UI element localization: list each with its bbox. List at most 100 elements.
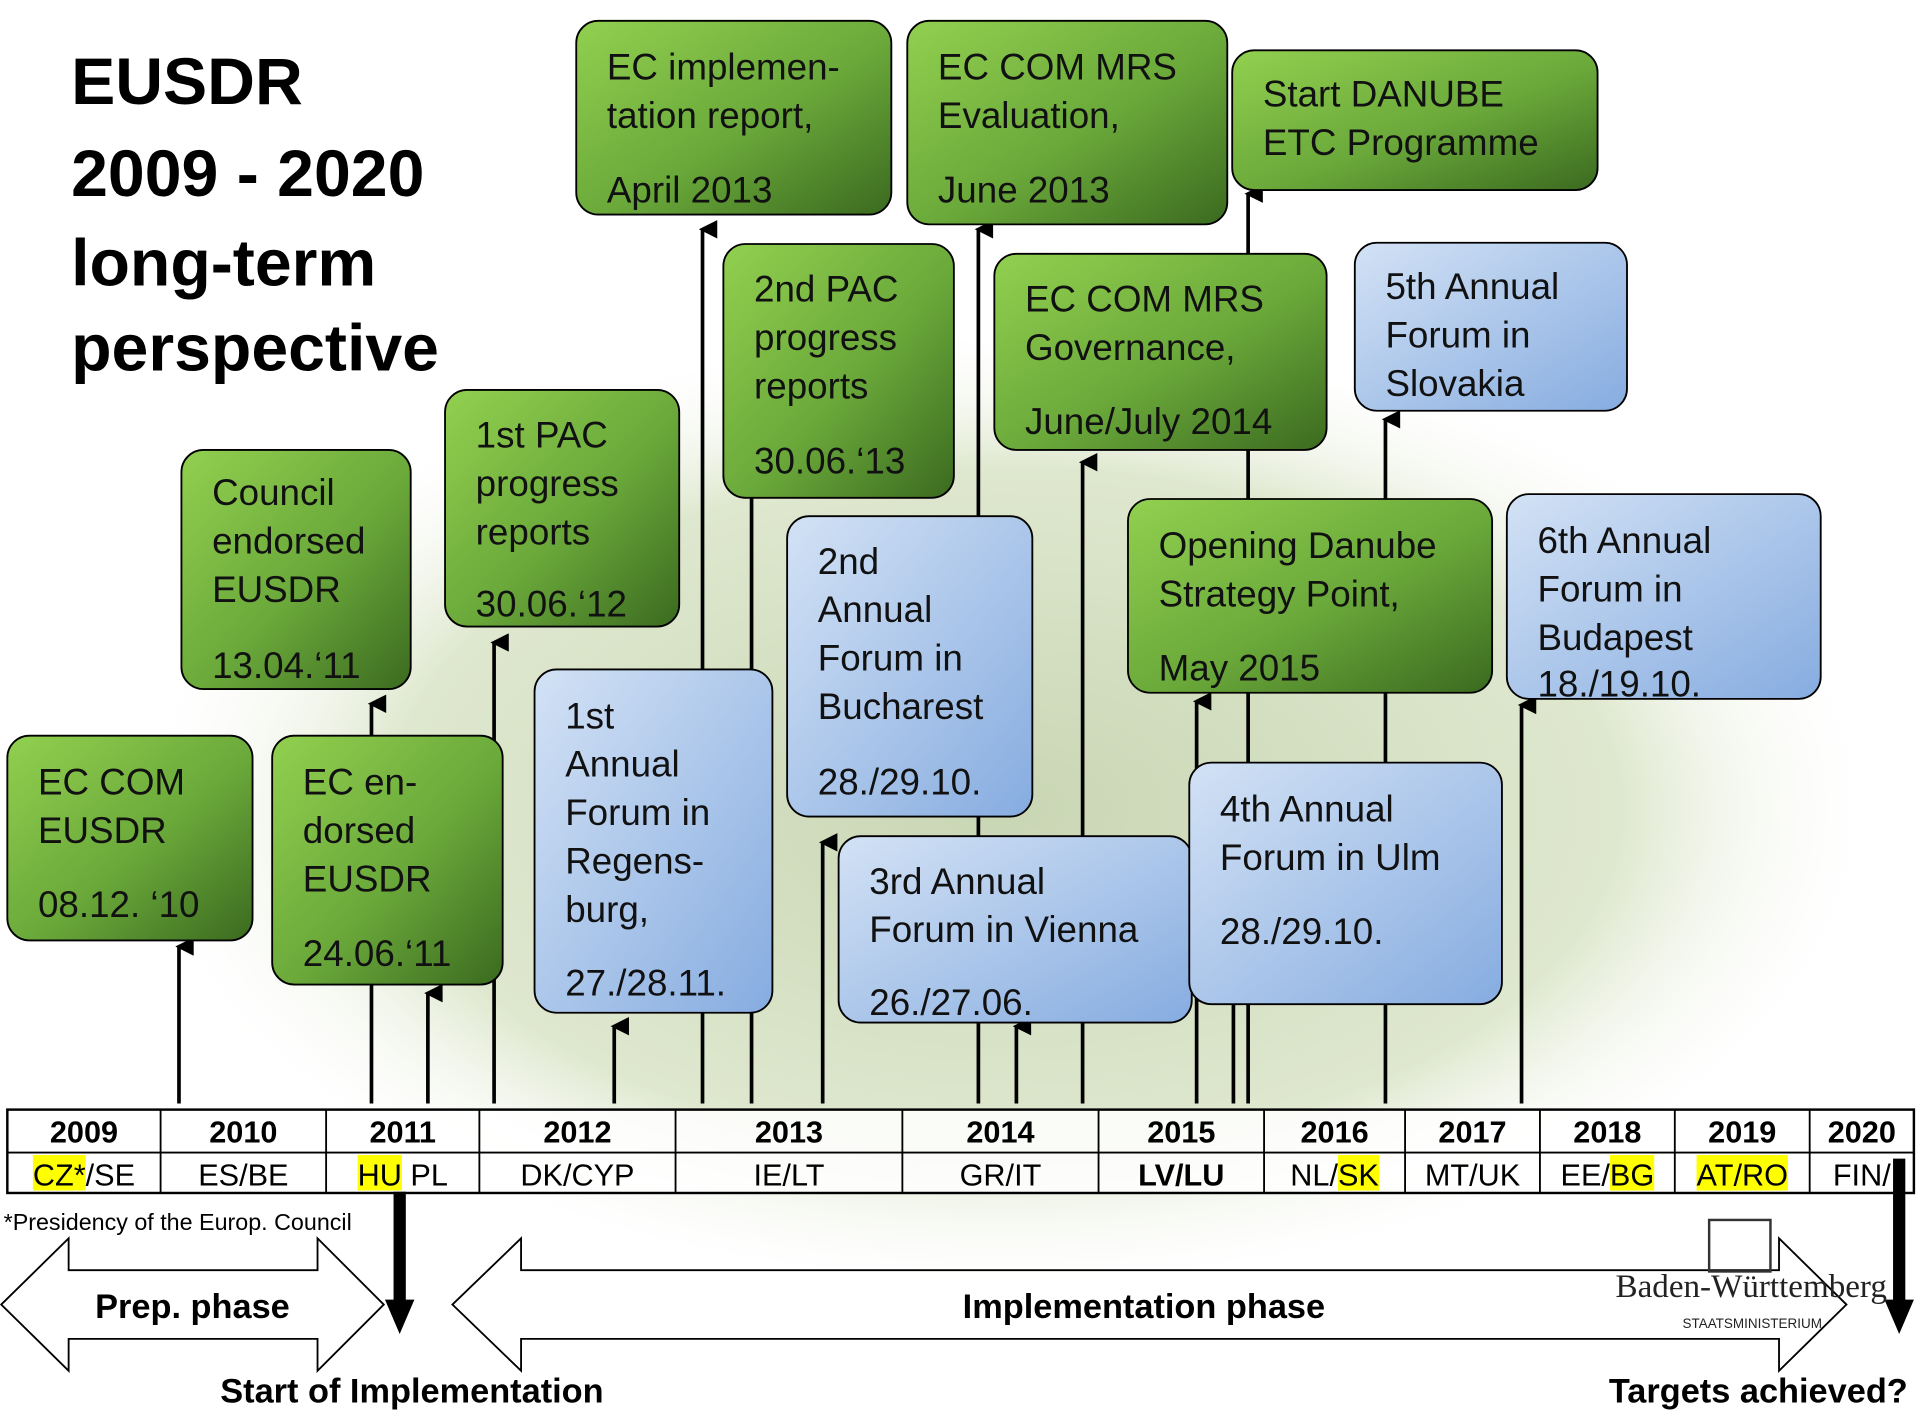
event-text: EC COM MRS xyxy=(938,47,1177,88)
presidency: AT/RO xyxy=(1697,1159,1788,1193)
event-text: 1st PAC xyxy=(476,415,608,456)
event-text: 5th Annual xyxy=(1385,266,1559,307)
event-date: May 2015 xyxy=(1159,647,1320,688)
event-text: ETC Programme xyxy=(1263,122,1539,163)
presidency: EE/BG xyxy=(1561,1159,1655,1193)
event-text: 2nd xyxy=(818,541,879,582)
presidency-part: AT/RO xyxy=(1697,1159,1788,1193)
event-text: EC COM MRS xyxy=(1025,278,1264,319)
presidency-part: DK/CYP xyxy=(520,1159,634,1193)
presidency-part: SK xyxy=(1338,1159,1379,1193)
event-text: EC COM xyxy=(38,762,185,803)
event-text: Strategy Point, xyxy=(1159,573,1400,614)
event-text: Forum in xyxy=(565,792,710,833)
end-arrow-head xyxy=(1884,1300,1913,1334)
presidency-part: GR/IT xyxy=(960,1159,1042,1193)
year-label: 2010 xyxy=(209,1116,277,1150)
event-date: June/July 2014 xyxy=(1025,401,1272,442)
year-label: 2011 xyxy=(370,1116,436,1150)
logo-sub: STAATSMINISTERIUM xyxy=(1683,1316,1822,1331)
event-text: burg, xyxy=(565,889,649,930)
event-date: 18./19.10. xyxy=(1537,663,1701,704)
title-line: 2009 - 2020 xyxy=(71,137,424,211)
event-text: EUSDR xyxy=(303,858,432,899)
presidency-part: FIN/ xyxy=(1833,1159,1891,1193)
presidency: MT/UK xyxy=(1425,1159,1521,1193)
year-label: 2015 xyxy=(1147,1116,1215,1150)
event-date: 28./29.10. xyxy=(818,762,982,803)
presidency-part: EE/ xyxy=(1561,1159,1611,1193)
presidency: CZ*/SE xyxy=(33,1159,135,1193)
event-date: 08.12. ‘10 xyxy=(38,884,200,925)
event-box xyxy=(1232,50,1597,190)
event-text: tation report, xyxy=(607,95,813,136)
presidency: HU PL xyxy=(358,1159,448,1193)
presidency: ES/BE xyxy=(198,1159,288,1193)
event-date: 30.06.‘12 xyxy=(476,584,627,625)
event-text: progress xyxy=(476,463,619,504)
event-text: Start DANUBE xyxy=(1263,74,1504,115)
presidency-part: IE/LT xyxy=(753,1159,824,1193)
event-date: 26./27.06. xyxy=(869,982,1033,1023)
event-text: Forum in xyxy=(818,638,963,679)
slide: EC COMEUSDR08.12. ‘10CouncilendorsedEUSD… xyxy=(0,0,1920,1410)
event-text: Forum in Vienna xyxy=(869,909,1139,950)
event-date: 24.06.‘11 xyxy=(303,933,452,974)
event-text: Budapest xyxy=(1537,617,1692,658)
presidency: FIN/ xyxy=(1833,1159,1891,1193)
year-label: 2016 xyxy=(1300,1116,1368,1150)
presidency-part: CZ* xyxy=(33,1159,86,1193)
event-text: Annual xyxy=(565,744,679,785)
event-text: EC implemen- xyxy=(607,47,840,88)
presidency-part: /SE xyxy=(86,1159,135,1193)
event-text: 4th Annual xyxy=(1220,788,1394,829)
year-label: 2013 xyxy=(755,1116,823,1150)
presidency-part: ES/BE xyxy=(198,1159,288,1193)
event-text: progress xyxy=(754,317,897,358)
event-text: Forum in Ulm xyxy=(1220,837,1441,878)
event-date: 28./29.10. xyxy=(1220,911,1384,952)
event-text: reports xyxy=(476,511,590,552)
event-text: Forum in xyxy=(1385,315,1530,356)
year-label: 2018 xyxy=(1573,1116,1641,1150)
presidency-part: NL/ xyxy=(1290,1159,1338,1193)
footnote: *Presidency of the Europ. Council xyxy=(4,1209,352,1235)
event-text: reports xyxy=(754,365,868,406)
presidency-part: BG xyxy=(1610,1159,1654,1193)
event-date: 27./28.11. xyxy=(565,963,726,1004)
event-text: Opening Danube xyxy=(1159,525,1437,566)
logo-crest xyxy=(1709,1220,1770,1271)
presidency-part: LV/LU xyxy=(1138,1159,1224,1193)
implementation-label: Implementation phase xyxy=(963,1288,1325,1326)
year-label: 2009 xyxy=(50,1116,118,1150)
title-line: EUSDR xyxy=(71,45,303,119)
year-label: 2019 xyxy=(1708,1116,1776,1150)
event-text: Forum in xyxy=(1537,568,1682,609)
presidency: LV/LU xyxy=(1138,1159,1224,1193)
presidency: NL/SK xyxy=(1290,1159,1379,1193)
event-text: EUSDR xyxy=(212,569,341,610)
event-text: endorsed xyxy=(212,521,365,562)
start-arrow-head xyxy=(385,1300,414,1334)
event-text: dorsed xyxy=(303,810,415,851)
event-text: Regens- xyxy=(565,841,704,882)
presidency: IE/LT xyxy=(753,1159,824,1193)
presidency-part: PL xyxy=(402,1159,448,1193)
event-text: 3rd Annual xyxy=(869,861,1045,902)
presidency-part: HU xyxy=(358,1159,402,1193)
event-text: Bucharest xyxy=(818,686,984,727)
event-text: 2nd PAC xyxy=(754,269,898,310)
year-label: 2014 xyxy=(966,1116,1034,1150)
year-label: 2012 xyxy=(543,1116,611,1150)
presidency-part: MT/UK xyxy=(1425,1159,1521,1193)
year-label: 2017 xyxy=(1438,1116,1506,1150)
event-text: Slovakia xyxy=(1385,363,1525,404)
page: EC COMEUSDR08.12. ‘10CouncilendorsedEUSD… xyxy=(0,0,1920,1410)
event-text: Annual xyxy=(818,589,932,630)
event-date: April 2013 xyxy=(607,169,773,210)
event-text: EC en- xyxy=(303,762,417,803)
logo-name: Baden-Württemberg xyxy=(1616,1269,1887,1305)
event-date: 13.04.‘11 xyxy=(212,645,361,686)
event-text: 6th Annual xyxy=(1537,520,1711,561)
